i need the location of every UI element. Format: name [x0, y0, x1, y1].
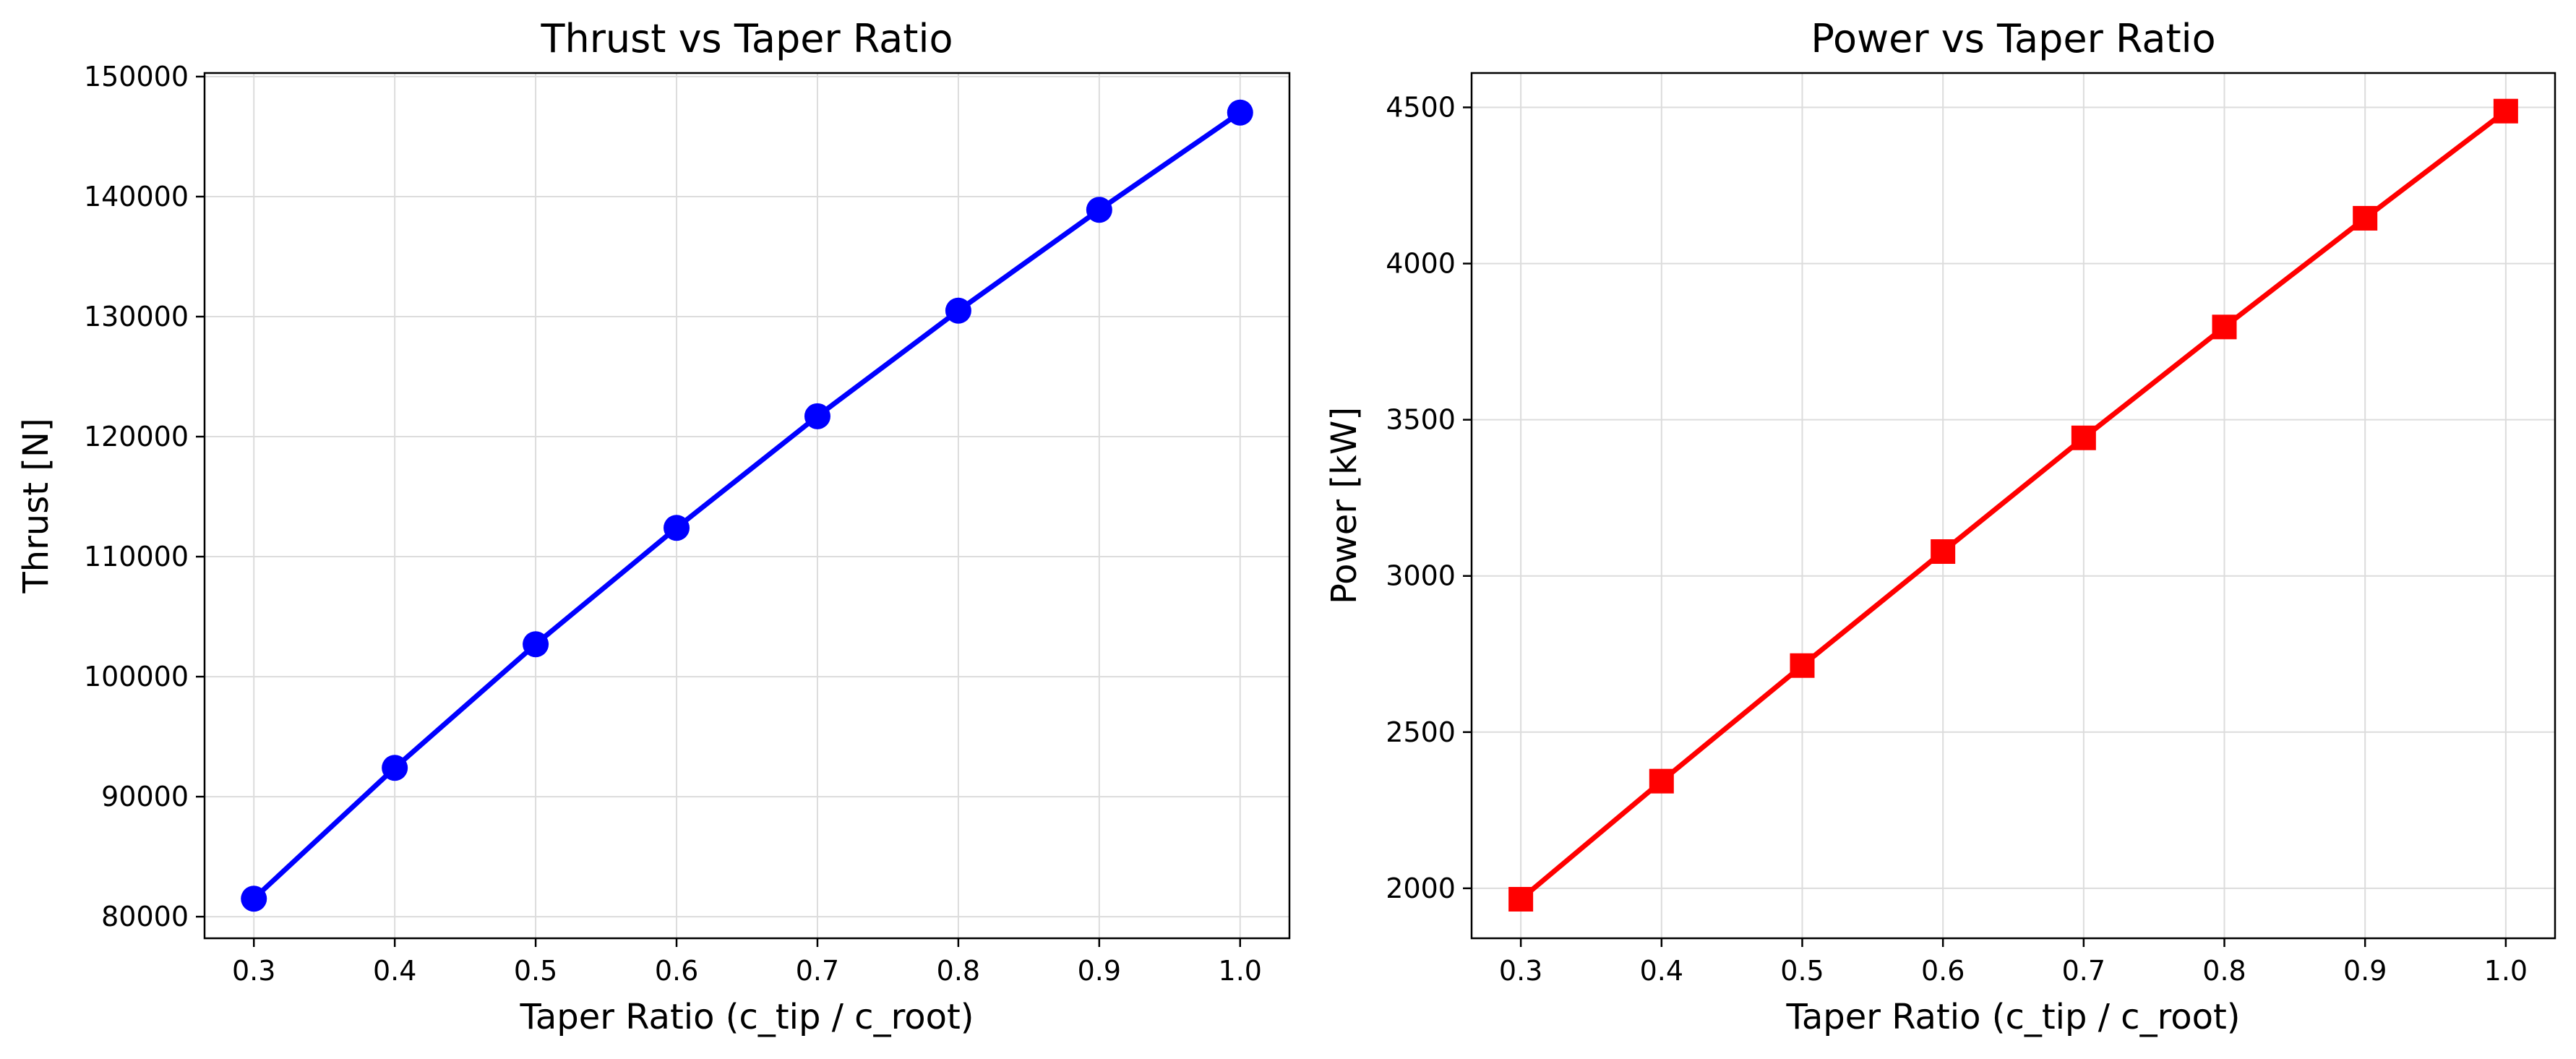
thrust-data-point	[523, 631, 549, 658]
power-y-tick-label: 2500	[1386, 716, 1456, 748]
thrust-ticks: 0.3 0.4 0.5 0.6 0.7 0.8 0.9 1.0 80000 90000 100000…	[84, 61, 1262, 987]
thrust-y-tick-label: 150000	[84, 61, 189, 93]
power-ticks: 0.3 0.4 0.5 0.6 0.7 0.8 0.9 1.0 2000 2500 3000 3500…	[1386, 92, 2528, 987]
thrust-y-tick-label: 130000	[84, 301, 189, 333]
power-plot-frame	[1470, 72, 2556, 940]
thrust-x-tick-label: 0.9	[1078, 955, 1121, 987]
thrust-y-tick-label: 140000	[84, 181, 189, 213]
power-data-point	[2353, 205, 2378, 231]
power-data-point	[2493, 98, 2518, 124]
thrust-series	[241, 99, 1253, 912]
thrust-x-tick-label: 0.8	[937, 955, 980, 987]
power-data-point	[2212, 314, 2237, 340]
thrust-plot-frame	[203, 72, 1291, 940]
power-series-line	[1518, 108, 2509, 902]
power-data-point	[1508, 886, 1534, 912]
power-chart: 0.3 0.4 0.5 0.6 0.7 0.8 0.9 1.0 2000 2500 3000 3500…	[1324, 16, 2556, 1037]
thrust-series-line	[251, 110, 1243, 901]
power-x-tick-label: 0.3	[1499, 955, 1542, 987]
power-chart-title: Power vs Taper Ratio	[1811, 16, 2215, 61]
power-y-tick-label: 3500	[1386, 404, 1456, 436]
thrust-x-tick-label: 0.6	[655, 955, 698, 987]
power-x-axis-label: Taper Ratio (c_tip / c_root)	[1785, 997, 2240, 1037]
thrust-x-tick-label: 0.7	[796, 955, 839, 987]
power-y-tick-label: 4000	[1386, 248, 1456, 280]
power-x-tick-label: 1.0	[2484, 955, 2528, 987]
thrust-x-tick-label: 0.4	[373, 955, 416, 987]
thrust-x-tick-label: 0.5	[514, 955, 557, 987]
power-x-tick-label: 0.4	[1640, 955, 1683, 987]
thrust-y-tick-label: 120000	[84, 421, 189, 453]
power-y-tick-label: 2000	[1386, 873, 1456, 904]
thrust-data-point	[382, 755, 408, 781]
thrust-x-tick-label: 1.0	[1219, 955, 1262, 987]
thrust-y-tick-label: 100000	[84, 661, 189, 693]
power-x-tick-label: 0.5	[1780, 955, 1824, 987]
power-data-point	[1931, 539, 1956, 565]
power-y-axis-label: Power [kW]	[1324, 407, 1365, 604]
power-data-point	[1790, 653, 1815, 678]
thrust-data-point	[664, 515, 690, 541]
power-x-tick-label: 0.7	[2062, 955, 2105, 987]
thrust-data-point	[804, 403, 830, 429]
power-data-point	[1649, 768, 1674, 794]
thrust-grid	[205, 73, 1289, 938]
thrust-y-tick-label: 90000	[101, 781, 189, 813]
thrust-data-point	[241, 886, 267, 912]
power-y-tick-label: 3000	[1386, 560, 1456, 592]
power-x-tick-label: 0.8	[2202, 955, 2246, 987]
thrust-x-axis-label: Taper Ratio (c_tip / c_root)	[519, 997, 974, 1037]
power-series	[1508, 98, 2518, 912]
thrust-y-tick-label: 110000	[84, 541, 189, 573]
power-x-tick-label: 0.6	[1921, 955, 1965, 987]
thrust-y-tick-label: 80000	[101, 901, 189, 932]
thrust-data-point	[1086, 197, 1112, 223]
thrust-y-axis-label: Thrust [N]	[16, 418, 56, 593]
thrust-data-point	[945, 297, 971, 324]
thrust-chart: 0.3 0.4 0.5 0.6 0.7 0.8 0.9 1.0 80000 90000 100000…	[16, 16, 1291, 1037]
thrust-x-tick-label: 0.3	[232, 955, 275, 987]
thrust-data-point	[1227, 99, 1253, 126]
power-y-tick-label: 4500	[1386, 92, 1456, 124]
power-data-point	[2071, 425, 2096, 450]
thrust-chart-title: Thrust vs Taper Ratio	[540, 16, 953, 61]
power-x-tick-label: 0.9	[2343, 955, 2387, 987]
